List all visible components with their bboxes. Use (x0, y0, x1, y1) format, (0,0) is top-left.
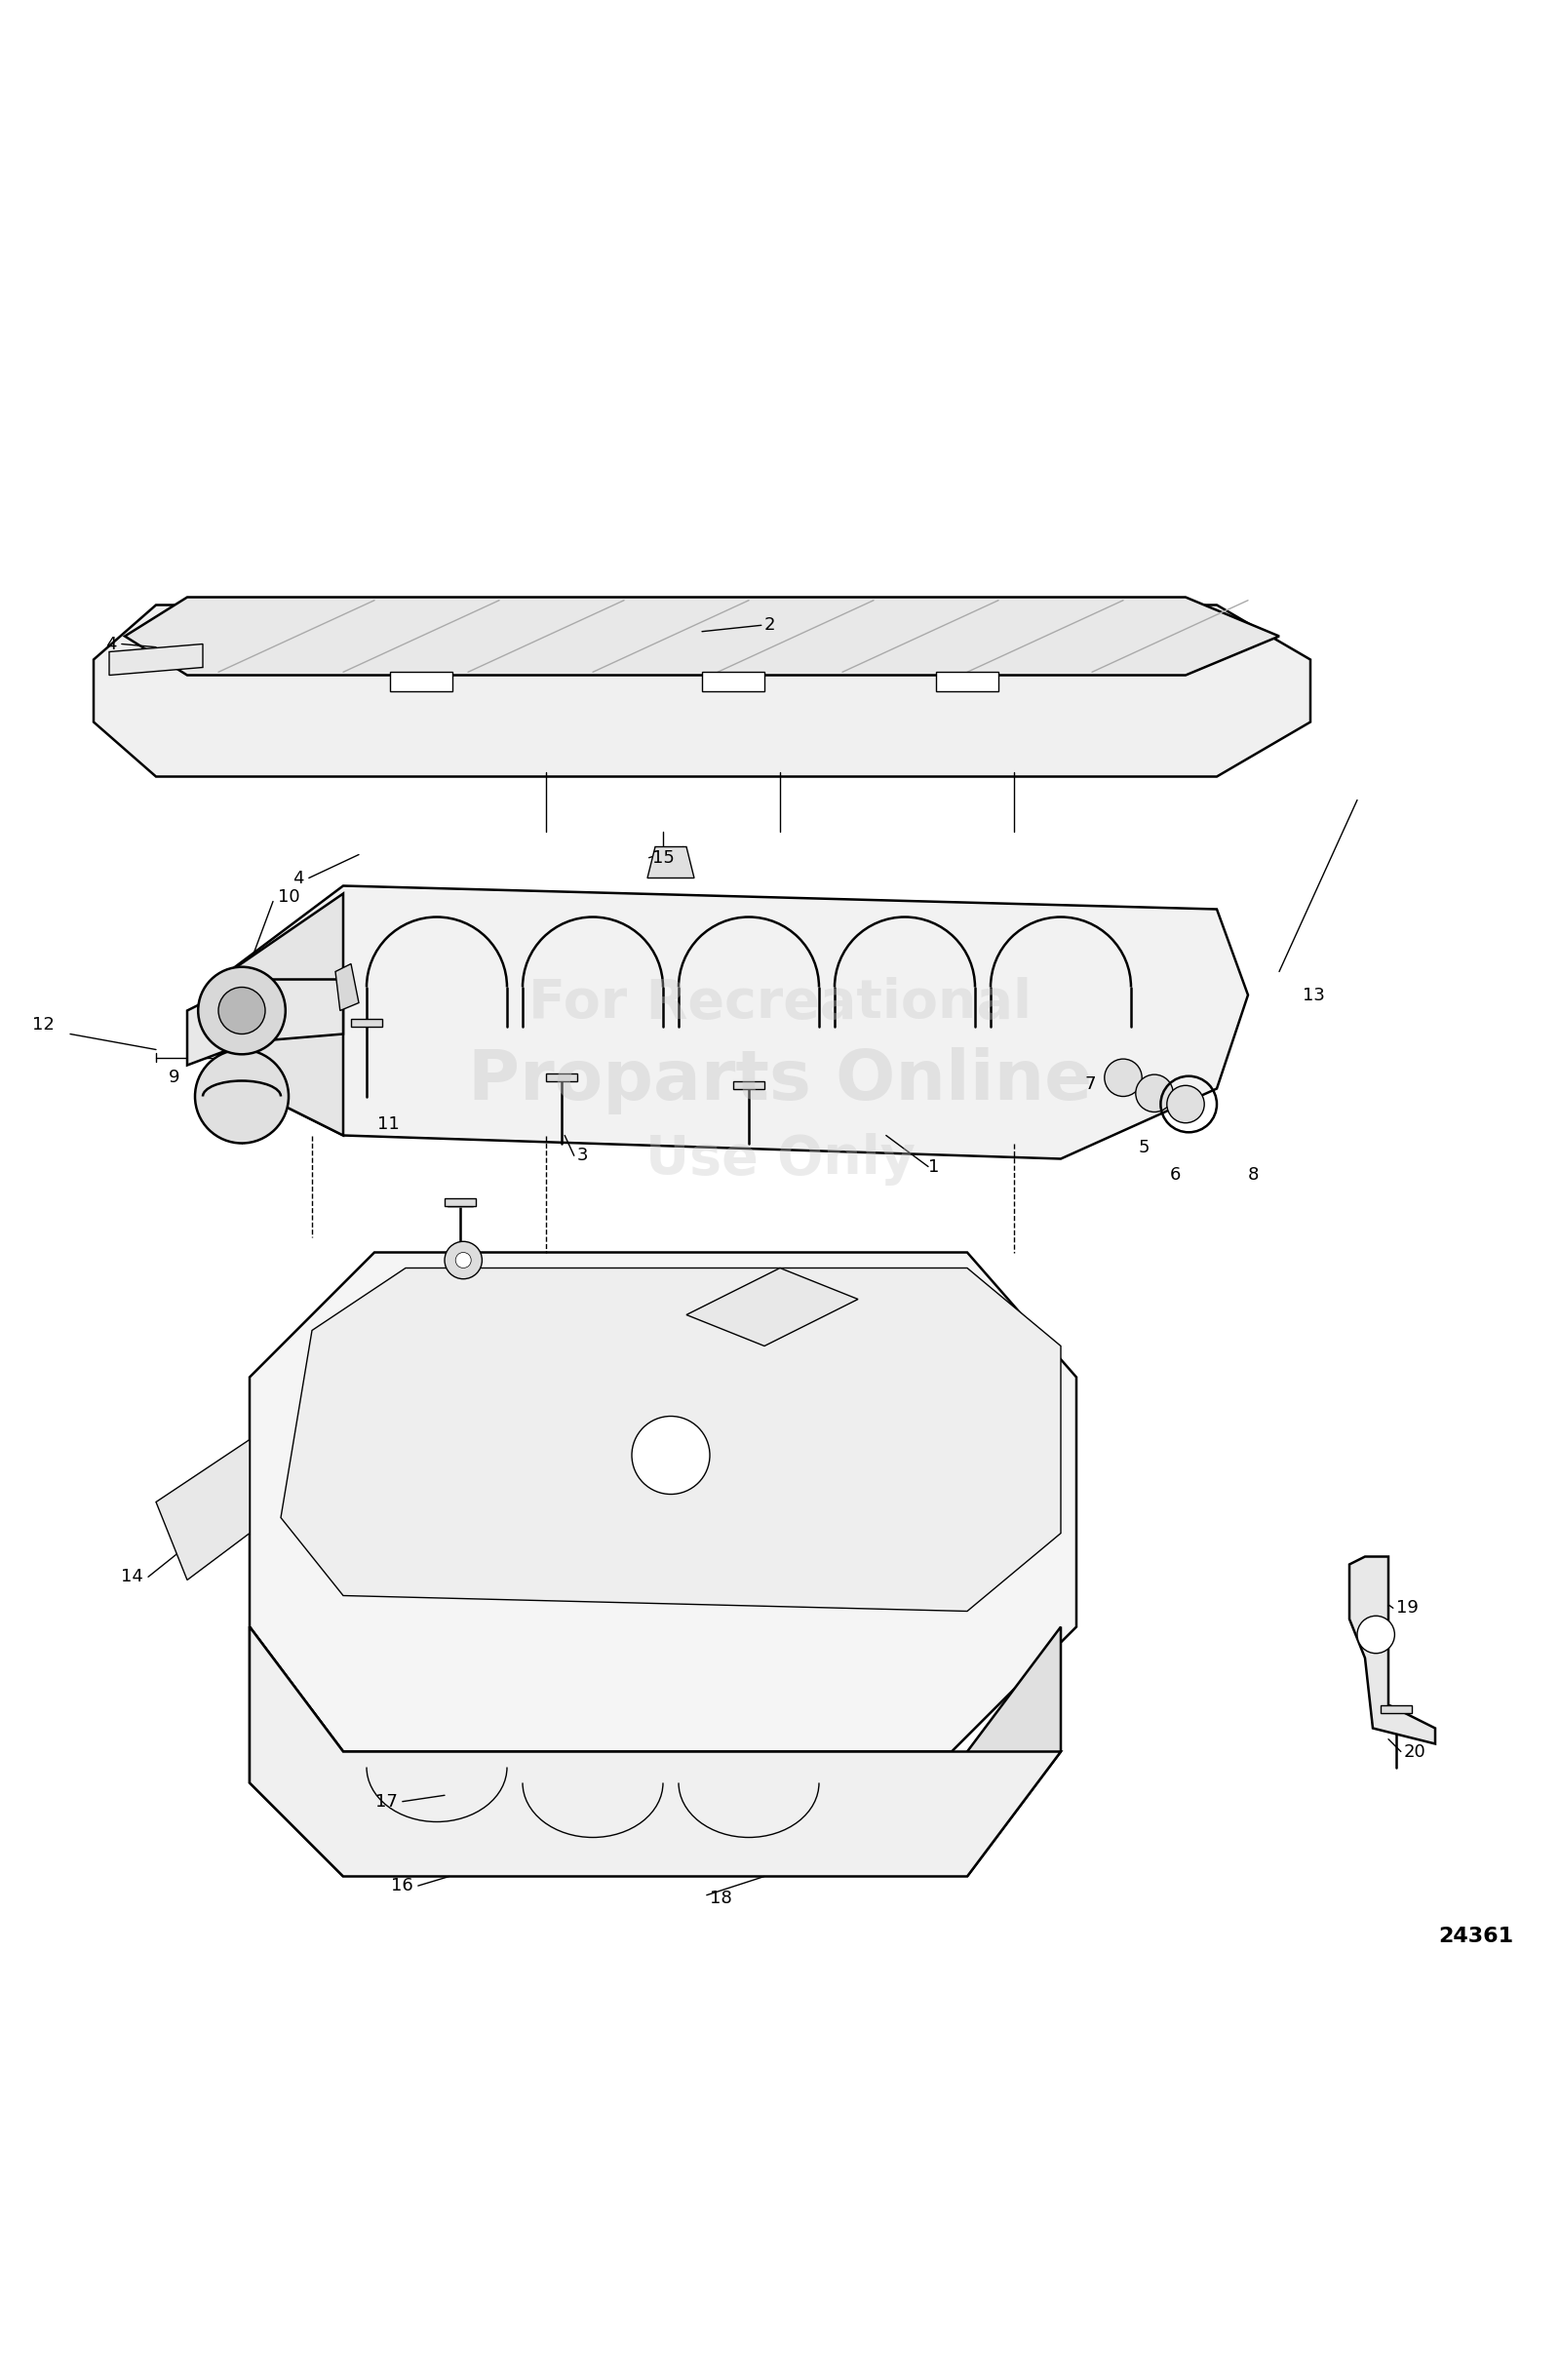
Text: 2: 2 (764, 616, 775, 633)
Text: 18: 18 (710, 1890, 732, 1906)
Polygon shape (936, 671, 998, 690)
Text: 5: 5 (1139, 1140, 1150, 1157)
Polygon shape (335, 964, 359, 1012)
Polygon shape (281, 1269, 1061, 1611)
Polygon shape (250, 1252, 1076, 1752)
Circle shape (1167, 1085, 1204, 1123)
Polygon shape (125, 597, 1279, 676)
Polygon shape (218, 885, 1248, 1159)
Polygon shape (647, 847, 694, 878)
Text: 4: 4 (293, 869, 304, 888)
Polygon shape (1381, 1704, 1412, 1714)
Circle shape (456, 1252, 471, 1269)
Polygon shape (156, 1440, 250, 1580)
Polygon shape (187, 981, 343, 1066)
Text: 13: 13 (1303, 985, 1324, 1004)
Text: 15: 15 (652, 850, 674, 866)
Text: 16: 16 (392, 1878, 413, 1894)
Polygon shape (733, 1081, 764, 1088)
Polygon shape (967, 1628, 1061, 1875)
Text: 11: 11 (378, 1116, 399, 1133)
Polygon shape (702, 671, 764, 690)
Circle shape (1136, 1073, 1173, 1111)
Circle shape (195, 1050, 289, 1142)
Circle shape (445, 1242, 482, 1278)
Circle shape (1357, 1616, 1395, 1654)
Polygon shape (546, 1073, 577, 1081)
Circle shape (632, 1416, 710, 1495)
Circle shape (198, 966, 285, 1054)
Polygon shape (1349, 1557, 1435, 1745)
Text: For Recreational: For Recreational (529, 976, 1031, 1028)
Text: 19: 19 (1396, 1599, 1418, 1616)
Text: 14: 14 (122, 1568, 144, 1585)
Text: 9: 9 (168, 1069, 179, 1085)
Text: 7: 7 (1084, 1076, 1095, 1092)
Text: Use Only: Use Only (644, 1133, 916, 1185)
Text: 4: 4 (106, 635, 117, 652)
Text: 12: 12 (33, 1016, 55, 1033)
Polygon shape (351, 1019, 382, 1026)
Text: 24361: 24361 (1438, 1928, 1513, 1947)
Text: 3: 3 (577, 1147, 588, 1164)
Polygon shape (250, 1628, 343, 1875)
Polygon shape (109, 645, 203, 676)
Text: Proparts Online: Proparts Online (468, 1047, 1092, 1114)
Polygon shape (94, 605, 1310, 776)
Polygon shape (686, 1269, 858, 1347)
Circle shape (1104, 1059, 1142, 1097)
Polygon shape (218, 892, 343, 1135)
Polygon shape (250, 1628, 1061, 1875)
Text: 1: 1 (928, 1157, 939, 1176)
Polygon shape (445, 1197, 476, 1207)
Text: 8: 8 (1248, 1166, 1259, 1183)
Text: 10: 10 (278, 888, 300, 904)
Text: 6: 6 (1170, 1166, 1181, 1183)
Text: 17: 17 (376, 1792, 398, 1811)
Text: 20: 20 (1404, 1742, 1426, 1761)
Polygon shape (390, 671, 452, 690)
Circle shape (218, 988, 265, 1033)
